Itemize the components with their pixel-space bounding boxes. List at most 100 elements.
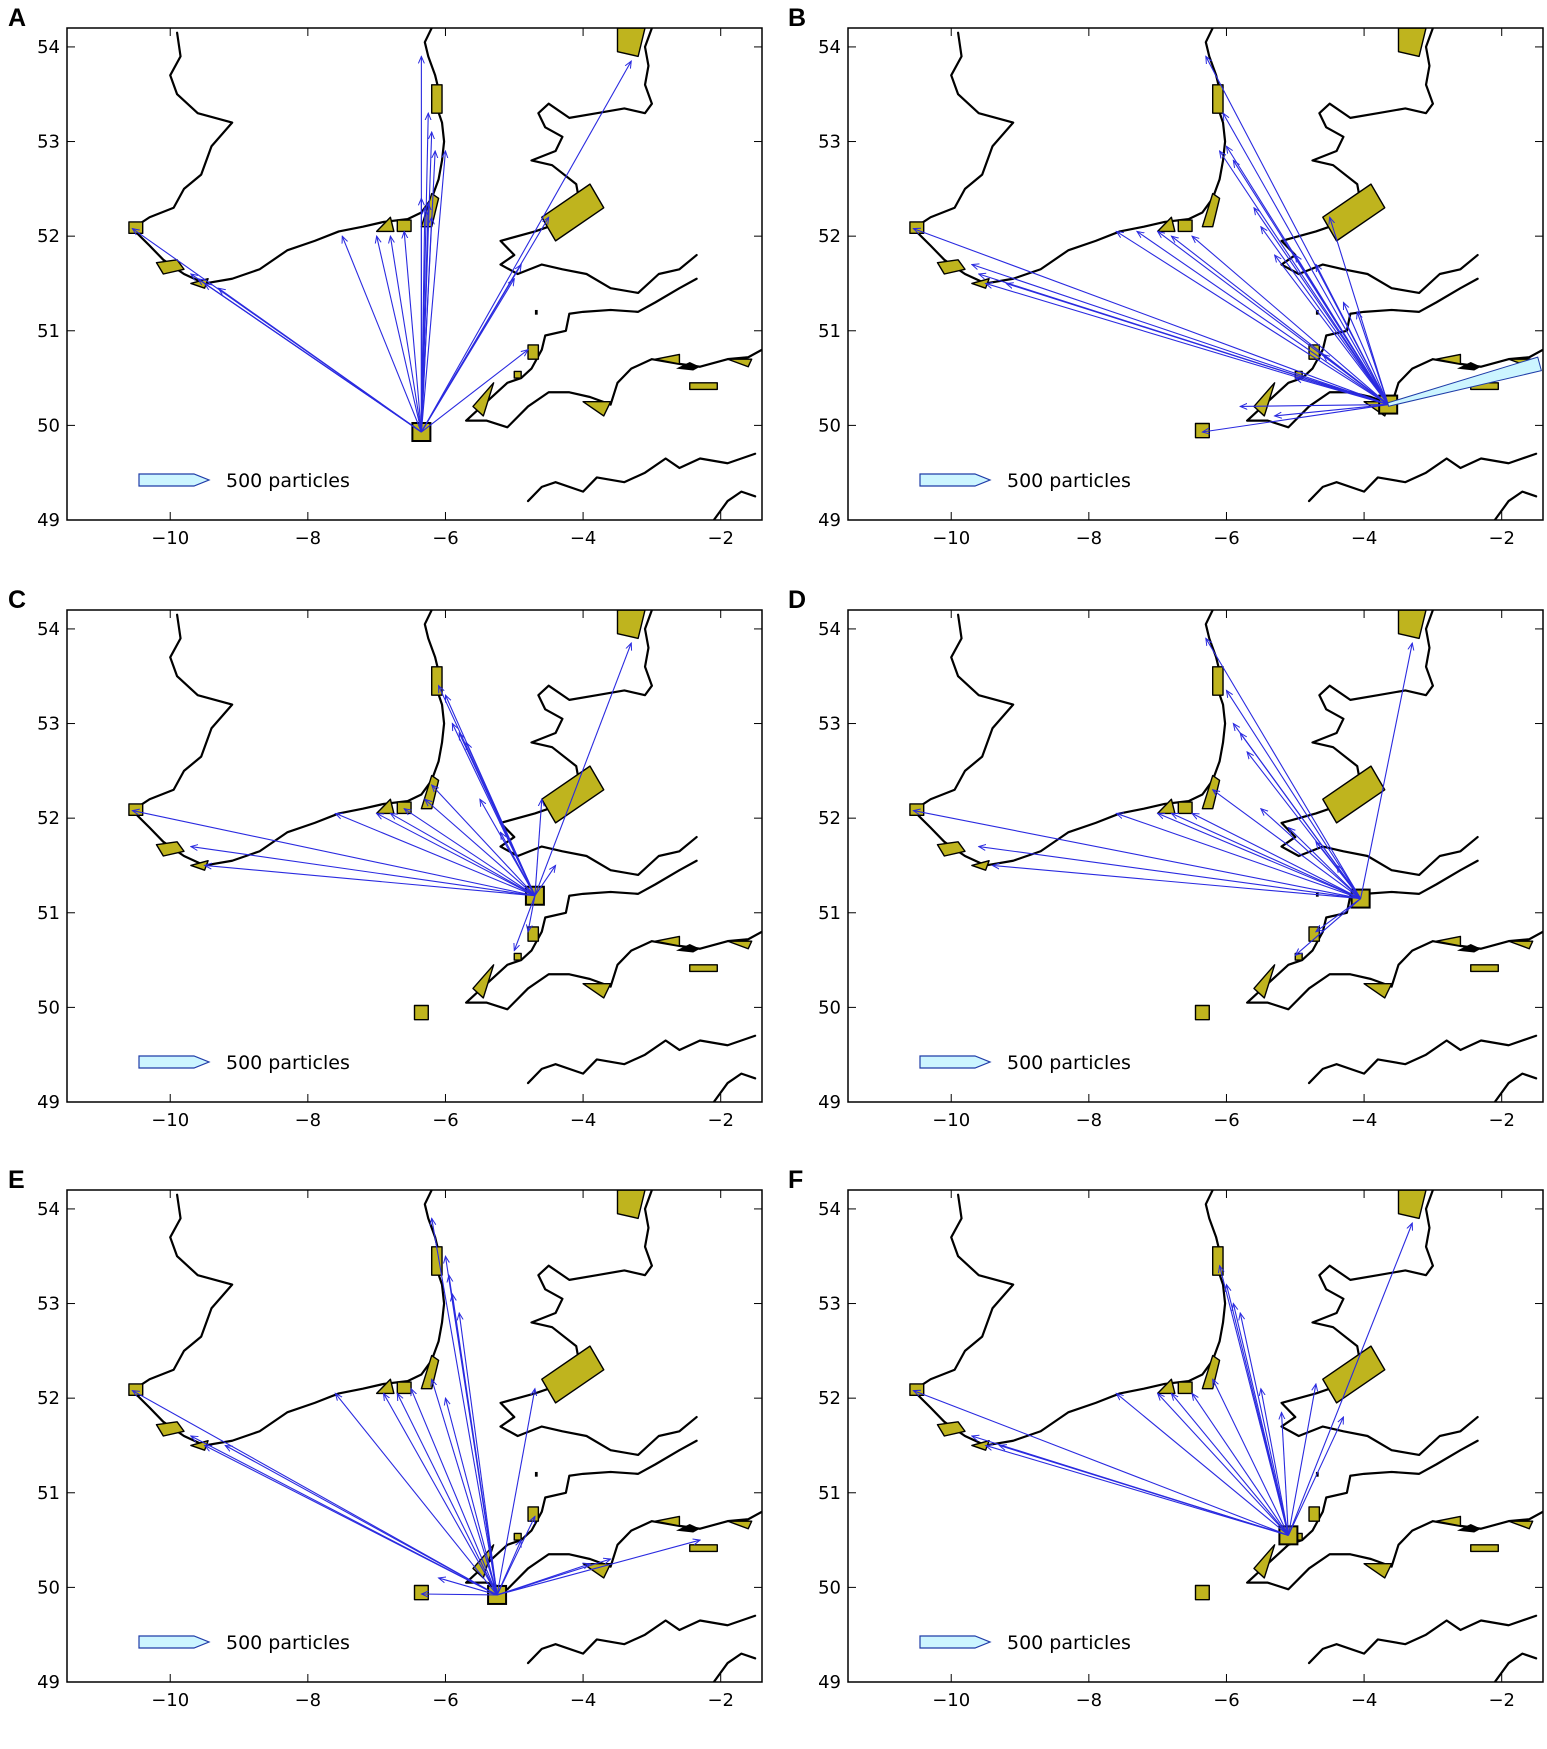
island	[1456, 943, 1482, 953]
y-tick-label: 49	[37, 510, 60, 531]
connectivity-arrow	[501, 832, 536, 897]
connectivity-arrow	[1316, 265, 1389, 405]
protected-area	[1363, 1563, 1393, 1579]
protected-area	[726, 358, 753, 368]
protected-area	[726, 940, 753, 950]
protected-area	[726, 1520, 753, 1530]
island	[1456, 1523, 1482, 1533]
x-tick-label: −8	[295, 1110, 322, 1131]
protected-area	[128, 1383, 144, 1397]
island	[675, 361, 701, 371]
x-tick-label: −6	[1213, 1110, 1240, 1131]
protected-area	[654, 935, 681, 947]
panel-f: F 500 particles −10 −8 −6 −4 −2 49 50 51 52 53 54	[788, 1166, 1544, 1711]
protected-area	[616, 28, 646, 58]
protected-area	[1156, 1378, 1176, 1395]
coastline	[1280, 28, 1479, 295]
connectivity-arrow	[1192, 1393, 1289, 1536]
protected-area	[1177, 1381, 1193, 1395]
x-tick-label: −6	[432, 1690, 459, 1711]
y-tick-label: 50	[37, 1577, 60, 1598]
connectivity-flow-wide	[1387, 356, 1542, 407]
protected-area	[472, 964, 495, 999]
connectivity-arrow	[1240, 405, 1389, 407]
connectivity-arrow	[421, 1594, 498, 1595]
island	[534, 1471, 538, 1477]
y-tick-label: 51	[37, 321, 60, 342]
y-tick-label: 52	[818, 808, 841, 829]
connectivity-arrow	[420, 151, 445, 433]
connectivity-arrow	[1158, 813, 1361, 900]
panel-label-c: C	[8, 586, 26, 614]
y-tick-label: 51	[818, 1483, 841, 1504]
protected-area	[128, 803, 144, 817]
protected-area	[1435, 1515, 1462, 1527]
connectivity-arrow	[1206, 638, 1362, 899]
y-tick-label: 53	[37, 132, 60, 153]
protected-area	[1212, 666, 1224, 696]
protected-area	[472, 382, 495, 417]
connectivity-arrow	[445, 1398, 498, 1596]
coastline	[1307, 1034, 1538, 1085]
coastline	[1493, 490, 1538, 520]
connectivity-arrow	[1287, 1384, 1316, 1536]
protected-area	[971, 860, 990, 871]
y-tick-label: 53	[818, 714, 841, 735]
coastline	[1246, 859, 1543, 1011]
protected-area	[513, 370, 522, 379]
coastline	[912, 28, 1227, 285]
protected-area	[654, 353, 681, 365]
protected-area	[1201, 1354, 1221, 1390]
x-tick-label: −4	[1351, 1110, 1378, 1131]
connectivity-arrow	[132, 1391, 498, 1596]
protected-area	[1194, 422, 1210, 439]
connectivity-arrow	[205, 283, 422, 433]
connectivity-arrow	[132, 811, 536, 897]
map-area	[128, 1190, 762, 1682]
connectivity-arrow	[432, 1379, 498, 1596]
y-tick-label: 54	[818, 37, 841, 58]
connectivity-arrow	[1192, 236, 1389, 405]
x-tick-label: −2	[707, 1110, 734, 1131]
x-tick-label: −8	[295, 1690, 322, 1711]
y-tick-label: 51	[818, 321, 841, 342]
y-tick-label: 50	[37, 997, 60, 1018]
connectivity-arrow	[1171, 813, 1361, 900]
coastline	[1280, 1190, 1479, 1457]
protected-area	[616, 610, 646, 640]
protected-area	[513, 1532, 522, 1541]
protected-area	[541, 183, 605, 242]
connectivity-arrow	[1275, 404, 1389, 416]
x-tick-label: −4	[570, 1690, 597, 1711]
protected-area	[1177, 219, 1193, 233]
protected-area	[155, 1421, 185, 1437]
x-tick-label: −4	[1351, 1690, 1378, 1711]
connectivity-arrow	[218, 288, 422, 433]
map-frame	[66, 1189, 763, 1683]
protected-area	[1397, 28, 1427, 58]
protected-area	[1507, 1520, 1534, 1530]
protected-area	[1397, 1190, 1427, 1220]
y-tick-label: 49	[818, 1092, 841, 1113]
coastline	[712, 1072, 757, 1102]
panel-c: C 500 particles −10 −8 −6 −4 −2 49 50 51 52 53 54	[8, 586, 763, 1131]
connectivity-arrow	[534, 799, 542, 896]
connectivity-arrow	[496, 1540, 521, 1596]
protected-area	[936, 259, 966, 275]
x-tick-label: −8	[1076, 1690, 1103, 1711]
map-area	[909, 1190, 1543, 1682]
protected-area	[431, 84, 443, 114]
panel-label-e: E	[8, 1166, 25, 1194]
connectivity-arrow	[913, 229, 1389, 406]
connectivity-arrow	[1171, 1393, 1289, 1536]
connectivity-arrow	[1240, 1313, 1289, 1536]
connectivity-arrow	[972, 265, 1389, 406]
legend-label: 500 particles	[1007, 470, 1131, 492]
protected-area	[689, 964, 718, 973]
y-tick-label: 49	[37, 1672, 60, 1693]
map-frame	[66, 609, 763, 1103]
legend-label: 500 particles	[226, 470, 350, 492]
connectivity-arrow	[1213, 1379, 1289, 1536]
connectivity-arrow	[432, 785, 536, 897]
